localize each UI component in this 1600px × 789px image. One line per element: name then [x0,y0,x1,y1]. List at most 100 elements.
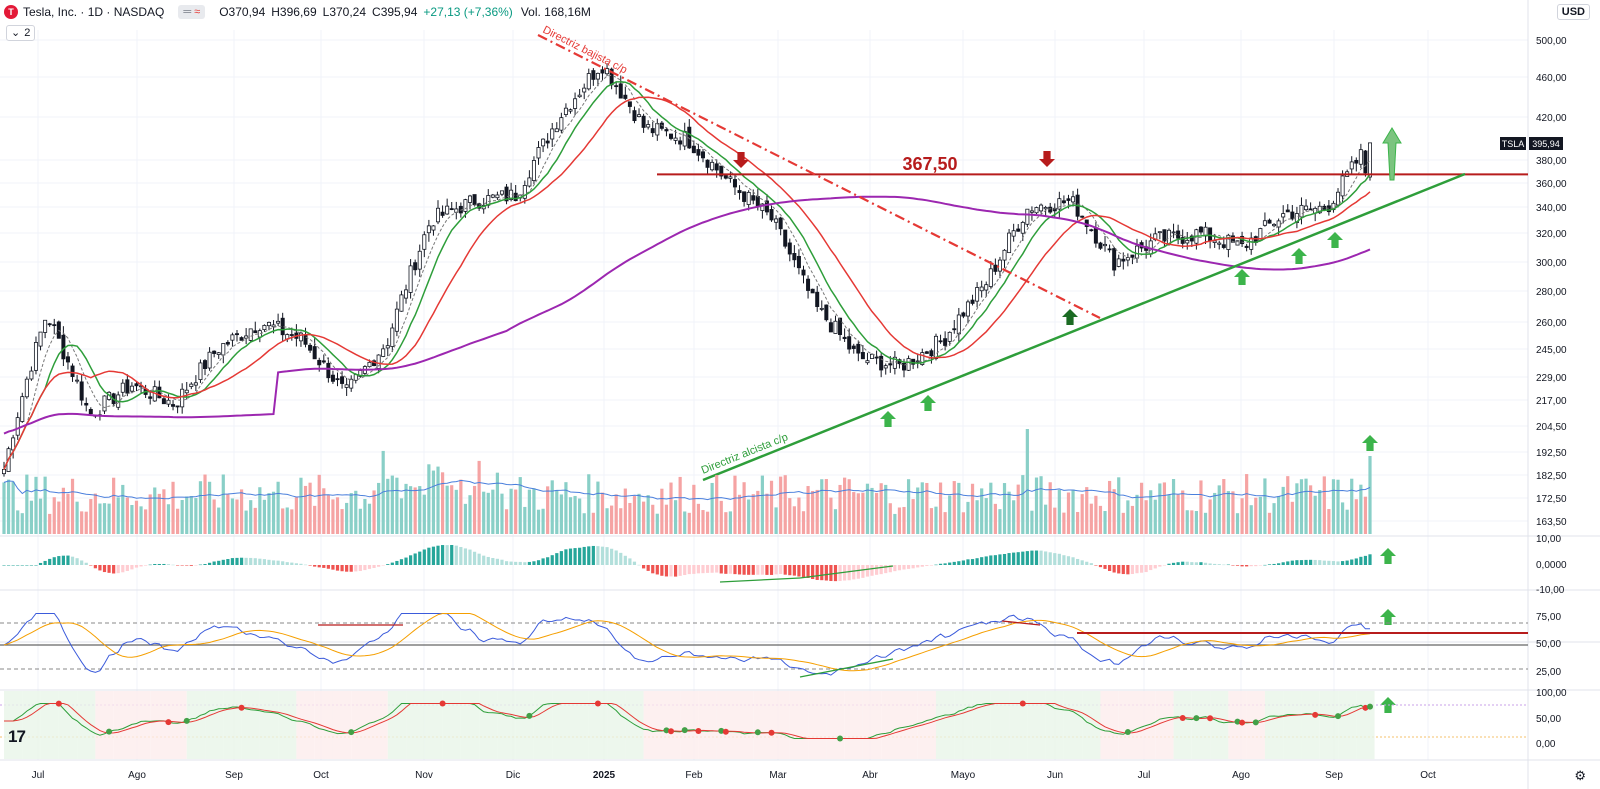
candle-body [390,327,395,347]
macd-bar [52,557,56,565]
volume-bar [491,489,495,534]
candle-body [495,194,500,199]
macd-bar [783,565,787,575]
candle-body [1317,205,1322,214]
macd-bar [1199,562,1203,565]
stoch-bg-segment [460,691,480,759]
macd-bar [651,565,655,574]
volume-bar [564,482,568,534]
macd-bar [1240,565,1244,567]
candle-body [321,360,326,363]
volume-bar [472,485,477,534]
stoch-cross-dot [1367,703,1373,710]
volume-bar [865,483,870,534]
candle-body [1135,245,1140,259]
price-tick-label: 280,00 [1536,287,1567,298]
candle-body [1198,226,1203,233]
candle-body [851,345,856,349]
volume-bar [938,482,943,534]
macd-bar [961,560,965,565]
indicators-collapse-button[interactable]: ⌄ 2 [6,25,36,41]
volume-bar [107,503,111,534]
volume-bar [815,489,819,534]
volume-bar [651,504,655,534]
volume-bar [112,477,116,534]
volume-bar [833,509,838,534]
candle-body [1098,242,1103,249]
candle-body [751,195,756,201]
candle-body [997,259,1002,272]
macd-bar [43,560,47,565]
price-tick-label: 260,00 [1536,318,1567,329]
macd-bar [1194,562,1198,565]
up-arrow-icon [1380,609,1396,625]
macd-bar [267,559,271,565]
volume-bar [1057,489,1061,534]
candle-body [591,70,596,80]
symbol-tag-label: TSLA [1502,139,1525,149]
macd-bar [1208,563,1212,565]
candle-body [554,128,559,133]
volume-bar [413,487,417,534]
candle-body [582,87,587,93]
macd-bar [367,565,372,569]
stoch-cross-dot [668,728,675,735]
macd-bar [472,551,477,565]
candle-body [326,362,331,379]
candle-body [1217,242,1222,245]
macd-bar [1016,552,1020,565]
macd-bar [276,560,280,565]
candle-body [1112,248,1117,271]
candle-body [1249,237,1254,250]
volume-bar [1121,512,1125,534]
stoch-bg-segment [58,691,78,759]
last-price-tag: 395,94 [1532,139,1560,149]
candle-body [669,133,674,139]
candle-body [308,344,313,351]
volume-bar [144,509,148,534]
chart-type-badge[interactable]: ═ ≈ [178,5,206,19]
macd-bar [623,555,627,565]
candle-body [956,314,961,335]
volume-bar [669,482,673,534]
volume-bar [445,485,449,534]
rsi-tick-label: 50,00 [1536,639,1561,650]
macd-bar [847,565,851,581]
volume-bar [715,475,719,534]
stoch-cross-dot [754,729,761,736]
candle-body [216,352,221,355]
volume-bar [48,513,52,534]
volume-bar [1363,496,1368,534]
volume-bar [70,478,75,534]
volume-bar [381,450,385,534]
volume-bar [893,513,897,534]
volume-bar [600,492,605,534]
volume-bar [1053,507,1057,534]
macd-bar [171,564,175,566]
macd-bar [523,562,527,565]
macd-bar [185,565,189,566]
macd-tick-label: 10,00 [1536,534,1561,545]
volume-bars [2,429,1372,534]
currency-button[interactable]: USD [1556,4,1590,20]
x-tick-label: Oct [1420,770,1436,781]
symbol-title[interactable]: Tesla, Inc. · 1D · NASDAQ [23,5,165,19]
macd-bar [906,565,911,569]
candle-body [193,382,198,386]
candle-body [1171,231,1176,234]
tradingview-logo-icon[interactable]: 17 [8,727,26,746]
stoch-cross-dot [1312,711,1319,718]
volume-bar [1354,499,1358,534]
price-tick-label: 229,00 [1536,373,1567,384]
settings-gear-icon[interactable]: ⚙ [1574,768,1586,783]
candle-body [234,333,239,336]
macd-bar [1267,564,1272,565]
stoch-bg-segment [661,691,681,759]
macd-bar [1034,550,1039,565]
stoch-cross-dot [1234,718,1241,725]
stoch-cross-dot [183,717,190,724]
macd-bar [820,565,824,581]
candle-body [760,203,765,211]
candle-body [175,405,180,408]
